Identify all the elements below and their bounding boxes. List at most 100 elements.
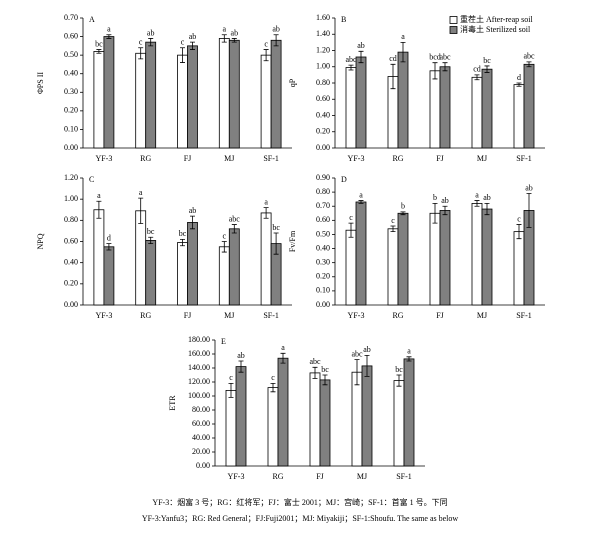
y-tick-label: 0.40 — [316, 243, 330, 252]
significance-letter: cd — [473, 65, 481, 74]
y-axis-label: ETR — [168, 395, 177, 411]
bar — [260, 54, 272, 149]
error-bar — [396, 374, 402, 387]
significance-letter: abc — [309, 357, 321, 366]
error-bar — [390, 63, 396, 90]
significance-letter: abc — [351, 349, 363, 358]
legend-swatch — [449, 26, 458, 34]
bar — [218, 38, 230, 149]
significance-letter: c — [139, 38, 143, 47]
bar — [393, 380, 405, 467]
significance-letter: ab — [231, 28, 239, 37]
significance-letter: bc — [483, 56, 491, 65]
bar — [513, 231, 525, 306]
error-bar — [432, 203, 438, 224]
significance-letter: c — [181, 38, 185, 47]
error-bar — [442, 62, 448, 72]
x-tick-label: MJ — [357, 472, 367, 481]
significance-letter: abc — [345, 55, 357, 64]
x-tick-label: RG — [272, 472, 283, 481]
error-bar — [180, 238, 185, 247]
y-tick-label: 0.00 — [316, 300, 330, 309]
bar — [355, 56, 367, 149]
bar — [397, 212, 409, 306]
y-tick-label: 140.00 — [188, 363, 210, 372]
x-tick-label: SF-1 — [263, 154, 279, 163]
significance-letter: bcd — [429, 53, 441, 62]
bar — [429, 212, 441, 306]
y-tick-label: 0.70 — [64, 13, 78, 22]
bar — [471, 76, 483, 149]
bar — [481, 208, 493, 306]
y-tick-label: 0.90 — [316, 173, 330, 182]
bar — [345, 67, 357, 149]
bar — [228, 228, 240, 306]
bar — [345, 229, 357, 306]
bar — [177, 242, 188, 306]
y-tick-label: 0.80 — [316, 78, 330, 87]
bar — [177, 54, 188, 149]
bar — [187, 222, 198, 306]
bar — [270, 39, 282, 149]
y-tick-label: 0.30 — [316, 257, 330, 266]
significance-letter: d — [517, 73, 521, 82]
y-tick-label: 60.00 — [192, 419, 210, 428]
error-bar — [228, 383, 234, 398]
significance-letter: ab — [483, 193, 491, 202]
significance-letter: c — [264, 39, 268, 48]
error-bar — [322, 374, 328, 386]
significance-letter: bc — [147, 227, 155, 236]
caption: YF-3:Yanfu3；RG: Red General；FJ:Fuji2001；… — [142, 514, 459, 523]
x-tick-label: YF-3 — [348, 311, 365, 320]
bar — [267, 387, 279, 467]
bar — [439, 66, 451, 149]
y-tick-label: 0.60 — [316, 215, 330, 224]
y-tick-label: 0.80 — [316, 187, 330, 196]
error-bar — [364, 355, 370, 377]
significance-letter: ab — [525, 183, 533, 192]
error-bar — [148, 236, 154, 245]
y-tick-label: 1.20 — [316, 45, 330, 54]
legend-swatch — [449, 16, 458, 24]
x-tick-label: YF-3 — [228, 472, 245, 481]
significance-letter: ab — [189, 206, 197, 215]
y-tick-label: 20.00 — [192, 447, 210, 456]
error-bar — [96, 49, 102, 54]
significance-letter: a — [359, 190, 363, 199]
x-tick-label: YF-3 — [95, 154, 112, 163]
significance-letter: a — [223, 25, 227, 34]
significance-letter: c — [517, 214, 521, 223]
error-bar — [484, 65, 490, 73]
bar — [403, 358, 415, 467]
y-tick-label: 0.20 — [316, 127, 330, 136]
significance-letter: bc — [321, 365, 329, 374]
y-tick-label: 40.00 — [192, 433, 210, 442]
significance-letter: a — [97, 191, 101, 200]
y-axis-label: NPQ — [36, 233, 45, 249]
significance-letter: a — [264, 197, 268, 206]
error-bar — [348, 222, 354, 238]
significance-letter: ab — [441, 196, 449, 205]
x-tick-label: RG — [392, 154, 403, 163]
error-bar — [406, 356, 412, 362]
x-tick-label: FJ — [436, 154, 444, 163]
panel-label: C — [89, 175, 94, 184]
x-tick-label: MJ — [224, 311, 234, 320]
error-bar — [238, 360, 244, 373]
bar — [439, 210, 451, 306]
error-bar — [273, 34, 279, 47]
y-tick-label: 0.20 — [64, 106, 78, 115]
bar — [471, 202, 483, 306]
x-tick-label: SF-1 — [263, 311, 279, 320]
y-tick-label: 180.00 — [188, 335, 210, 344]
significance-letter: ab — [357, 41, 365, 50]
significance-letter: abc — [439, 53, 451, 62]
error-bar — [138, 197, 144, 224]
y-tick-label: 0.00 — [64, 300, 78, 309]
bar — [135, 52, 147, 149]
y-tick-label: 0.40 — [64, 69, 78, 78]
error-bar — [442, 205, 448, 216]
bar — [351, 371, 363, 467]
y-tick-label: 0.50 — [64, 50, 78, 59]
